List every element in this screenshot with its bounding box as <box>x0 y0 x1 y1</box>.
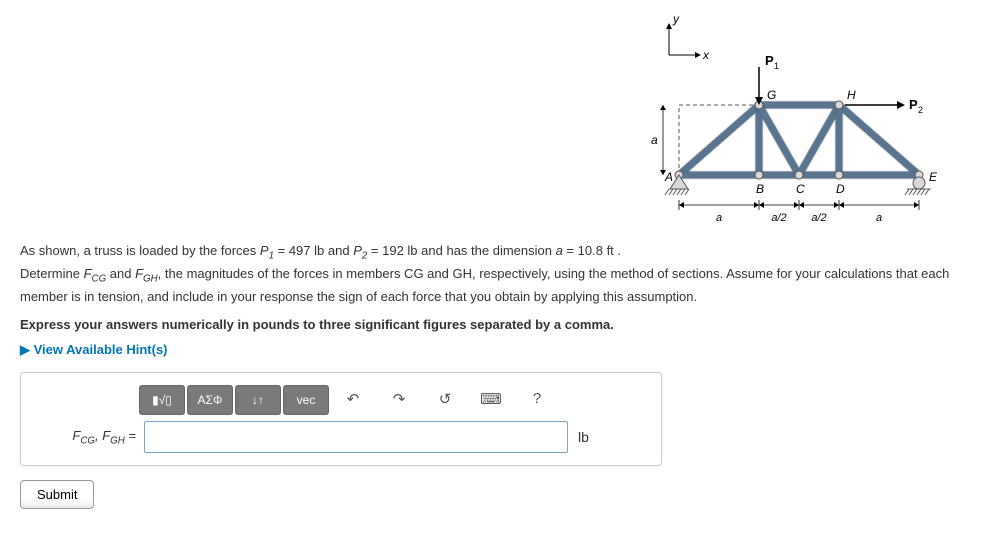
text: = 192 <box>367 243 407 258</box>
svg-text:G: G <box>767 88 776 102</box>
subscript-button[interactable]: ↓↑ <box>235 385 281 415</box>
svg-text:a/2: a/2 <box>771 212 786 224</box>
submit-button[interactable]: Submit <box>20 480 94 509</box>
answer-label: FCG, FGH = <box>31 428 144 447</box>
text: Determine <box>20 266 84 281</box>
keyboard-button[interactable]: ⌨ <box>469 385 513 413</box>
var-FCG: FCG <box>84 266 107 281</box>
text: , the magnitudes of the forces in member… <box>20 266 949 304</box>
redo-button[interactable]: ↷ <box>377 385 421 413</box>
svg-text:a: a <box>876 212 882 224</box>
reset-button[interactable]: ↺ <box>423 385 467 413</box>
hints-text: View Available Hint(s) <box>34 342 168 357</box>
svg-text:P: P <box>909 97 918 112</box>
undo-button[interactable]: ↶ <box>331 385 375 413</box>
help-button[interactable]: ? <box>515 385 559 413</box>
text: = 497 <box>274 243 314 258</box>
svg-text:a: a <box>651 133 658 147</box>
text: and <box>106 266 135 281</box>
svg-text:a: a <box>716 212 722 224</box>
text: As shown, a truss is loaded by the force… <box>20 243 260 258</box>
truss-diagram: yxP1P2ABCDEGHaaa/2a/2a <box>641 10 961 230</box>
svg-text:P: P <box>765 53 774 68</box>
svg-text:A: A <box>664 170 673 184</box>
greek-button[interactable]: ΑΣΦ <box>187 385 233 415</box>
var-P1: P1 <box>260 243 274 258</box>
text: and has the dimension <box>418 243 556 258</box>
svg-text:1: 1 <box>774 61 779 71</box>
svg-text:B: B <box>756 182 764 196</box>
text: and <box>324 243 353 258</box>
answer-input-row: FCG, FGH = lb <box>31 421 651 453</box>
view-hints-link[interactable]: ▶ View Available Hint(s) <box>20 342 168 358</box>
answer-unit: lb <box>578 429 589 445</box>
problem-statement: As shown, a truss is loaded by the force… <box>20 241 971 307</box>
answer-input[interactable] <box>144 421 568 453</box>
svg-text:D: D <box>836 182 845 196</box>
answer-block: ▮√▯ ΑΣΦ ↓↑ vec ↶ ↷ ↺ ⌨ ? FCG, FGH = lb <box>20 372 662 466</box>
instruction-bold: Express your answers numerically in poun… <box>20 317 971 332</box>
text: = 10.8 <box>563 243 607 258</box>
svg-text:C: C <box>796 182 805 196</box>
svg-text:2: 2 <box>918 105 923 115</box>
templates-button[interactable]: ▮√▯ <box>139 385 185 415</box>
var-FGH: FGH <box>135 266 158 281</box>
svg-text:H: H <box>847 88 856 102</box>
text: . <box>614 243 621 258</box>
svg-text:x: x <box>702 48 710 62</box>
var-P2: P2 <box>353 243 367 258</box>
unit: lb <box>314 243 324 258</box>
svg-text:E: E <box>929 170 938 184</box>
var-a: a <box>556 243 563 258</box>
diagram-container: yxP1P2ABCDEGHaaa/2a/2a <box>20 10 971 233</box>
svg-text:a/2: a/2 <box>811 212 826 224</box>
vector-button[interactable]: vec <box>283 385 329 415</box>
equation-toolbar: ▮√▯ ΑΣΦ ↓↑ vec ↶ ↷ ↺ ⌨ ? <box>139 385 651 415</box>
unit: lb <box>407 243 417 258</box>
svg-text:y: y <box>672 12 680 26</box>
unit: ft <box>607 243 614 258</box>
